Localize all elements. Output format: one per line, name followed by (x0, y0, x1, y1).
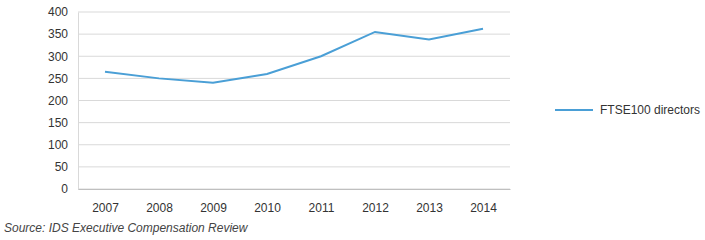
y-tick-label: 400 (48, 5, 68, 19)
y-tick: 100 (48, 138, 78, 152)
y-tick: 300 (48, 50, 78, 64)
legend-swatch (555, 109, 593, 111)
x-tick: 2011 (309, 189, 335, 215)
grid-line (78, 78, 510, 79)
y-tick-label: 150 (48, 116, 68, 130)
grid-line (78, 100, 510, 101)
x-axis-line (79, 189, 511, 190)
y-tick: 50 (55, 160, 78, 174)
y-tick-label: 50 (55, 160, 69, 174)
x-tick: 2009 (200, 189, 227, 215)
x-tick: 2010 (254, 189, 281, 215)
legend: FTSE100 directors (555, 103, 700, 117)
y-axis-line (78, 13, 79, 190)
y-tick: 250 (48, 72, 78, 86)
source-note: Source: IDS Executive Compensation Revie… (4, 221, 249, 235)
x-tick-label: 2008 (146, 201, 173, 215)
grid (78, 12, 510, 189)
grid-line (78, 189, 510, 190)
x-tick-label: 2011 (309, 201, 335, 215)
grid-line (78, 34, 510, 35)
series-line (105, 29, 483, 83)
x-tick-label: 2007 (92, 201, 119, 215)
x-tick-label: 2009 (200, 201, 227, 215)
y-tick: 0 (61, 182, 78, 196)
x-tick: 2012 (362, 189, 389, 215)
x-tick-label: 2010 (254, 201, 281, 215)
grid-line (78, 12, 510, 13)
grid-line (78, 144, 510, 145)
grid-line (78, 122, 510, 123)
x-tick-label: 2012 (362, 201, 389, 215)
y-tick: 150 (48, 116, 78, 130)
x-tick: 2014 (470, 189, 497, 215)
x-tick-label: 2013 (416, 201, 443, 215)
y-tick: 400 (48, 5, 78, 19)
grid-line (78, 166, 510, 167)
y-tick-label: 0 (61, 182, 68, 196)
y-axis: 0 50 100 150 200 250 300 350 400 (48, 5, 79, 196)
y-tick: 350 (48, 27, 78, 41)
y-tick: 200 (48, 94, 78, 108)
x-tick: 2008 (146, 189, 173, 215)
x-tick: 2013 (416, 189, 443, 215)
x-tick: 2007 (92, 189, 119, 215)
grid-line (78, 56, 510, 57)
x-tick-label: 2014 (470, 201, 497, 215)
x-axis: 2007 2008 2009 2010 2011 2012 2013 2014 (79, 189, 511, 215)
y-tick-label: 350 (48, 27, 68, 41)
y-tick-label: 300 (48, 50, 68, 64)
y-tick-label: 100 (48, 138, 68, 152)
plot-area (105, 29, 483, 83)
y-tick-label: 200 (48, 94, 68, 108)
legend-label: FTSE100 directors (600, 103, 700, 117)
y-tick-label: 250 (48, 72, 68, 86)
